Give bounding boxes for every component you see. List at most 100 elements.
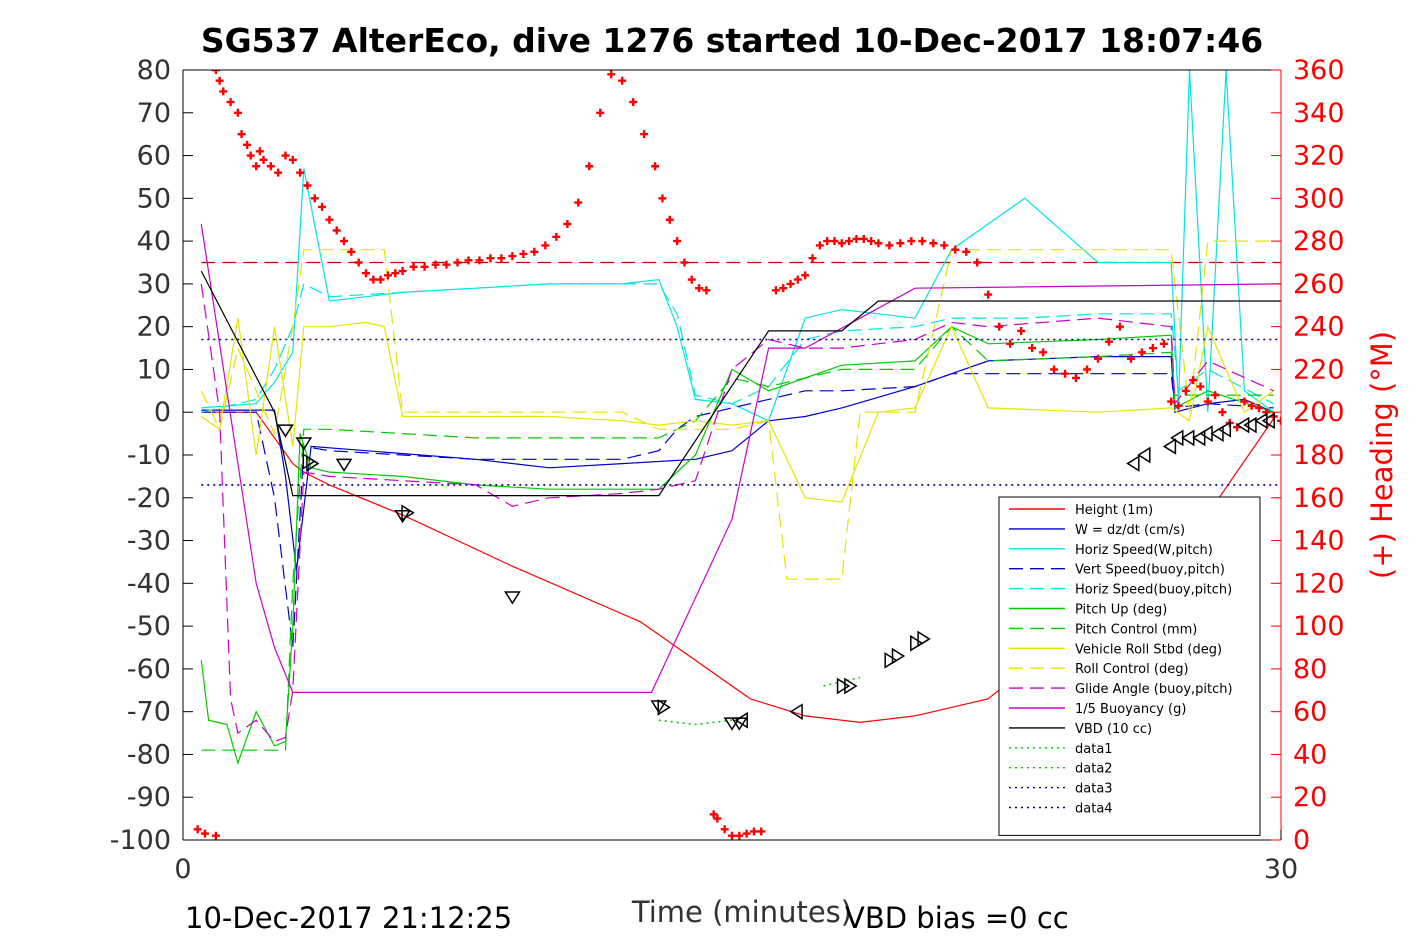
marker-triangle-right — [844, 677, 858, 695]
y-right-tick-label: 100 — [1293, 611, 1345, 642]
heading-point — [984, 290, 993, 299]
heading-point — [680, 258, 689, 267]
marker-triangle-down — [277, 424, 294, 438]
heading-point — [929, 239, 938, 248]
heading-point — [596, 108, 605, 117]
x-axis-label: Time (minutes) — [631, 895, 852, 929]
heading-point — [830, 237, 839, 246]
heading-point — [318, 202, 327, 211]
y-right-tick-label: 300 — [1293, 183, 1345, 214]
heading-point — [1218, 408, 1227, 417]
heading-point — [391, 269, 400, 278]
marker-triangle-right — [401, 504, 415, 522]
heading-point — [530, 247, 539, 256]
heading-point — [735, 831, 744, 840]
heading-point — [431, 260, 440, 269]
chart-title: SG537 AlterEco, dive 1276 started 10-Dec… — [201, 21, 1263, 60]
marker-triangle-left — [1199, 425, 1213, 442]
heading-point — [233, 108, 242, 117]
heading-point — [702, 286, 711, 295]
heading-point — [1072, 374, 1081, 382]
heading-point — [779, 284, 788, 293]
heading-point — [211, 70, 220, 74]
legend-entry-vbd: VBD (10 cc) — [1075, 722, 1152, 737]
marker-triangle-left — [1170, 429, 1184, 447]
y-right-tick-label: 340 — [1293, 98, 1345, 129]
legend-entry-pitch_up: Pitch Up (deg) — [1075, 603, 1167, 618]
heading-point — [852, 234, 861, 243]
series-line-horiz_speed_w — [201, 70, 1275, 422]
footer-vbd-bias: VBD bias =0 cc — [845, 901, 1069, 935]
heading-point — [1277, 416, 1281, 425]
heading-point — [885, 241, 894, 250]
legend-entry-data1: data1 — [1075, 742, 1113, 757]
heading-point — [193, 825, 202, 834]
marker-triangle-right — [657, 699, 671, 716]
heading-point — [585, 162, 594, 171]
heading-point — [464, 256, 473, 265]
marker-triangle-left — [1192, 429, 1206, 447]
y-tick-label: 10 — [137, 354, 171, 385]
legend-entry-height: Height (1m) — [1075, 503, 1153, 518]
series-line-glide_angle — [200, 283, 1274, 743]
heading-point — [1137, 348, 1146, 357]
heading-point — [552, 232, 561, 241]
legend-entry-roll: Vehicle Roll Stbd (deg) — [1075, 642, 1222, 657]
heading-point — [369, 275, 378, 284]
y-tick-label: -90 — [127, 782, 171, 813]
heading-point — [237, 130, 246, 139]
marker-triangle-left — [1162, 438, 1177, 455]
series-line-buoyancy — [200, 223, 1281, 694]
heading-point — [1159, 339, 1168, 348]
y-right-tick-label: 180 — [1293, 440, 1345, 471]
heading-point — [541, 241, 550, 250]
heading-point — [1247, 401, 1256, 410]
heading-point — [255, 147, 264, 156]
heading-point — [442, 260, 451, 269]
x-tick-label: 0 — [174, 854, 191, 885]
y-tick-label: 50 — [137, 183, 171, 214]
heading-point — [325, 215, 334, 224]
series-line-data1 — [658, 719, 733, 726]
series-group — [193, 70, 1281, 840]
legend-entry-w: W = dz/dt (cm/s) — [1075, 523, 1185, 538]
heading-point — [398, 267, 407, 276]
legend-entry-horiz_speed_buoy: Horiz Speed(buoy,pitch) — [1075, 583, 1232, 598]
y-right-tick-label: 0 — [1293, 825, 1310, 856]
heading-point — [281, 151, 290, 160]
y-tick-label: -80 — [127, 739, 171, 770]
heading-point — [252, 162, 261, 171]
heading-point — [728, 831, 736, 840]
legend-entry-pitch_control: Pitch Control (mm) — [1075, 622, 1197, 637]
y-right-tick-label: 40 — [1293, 739, 1327, 770]
heading-point — [1167, 397, 1176, 406]
heading-point — [1148, 344, 1157, 353]
heading-point — [1028, 344, 1037, 353]
heading-point — [786, 279, 795, 288]
marker-triangle-down — [295, 437, 313, 451]
heading-point — [658, 194, 667, 203]
heading-point — [1203, 397, 1212, 406]
heading-point — [508, 252, 517, 261]
heading-point — [845, 237, 854, 246]
heading-point — [673, 237, 682, 246]
heading-point — [1061, 369, 1070, 378]
marker-triangle-right — [306, 455, 320, 472]
x-tick-label: 30 — [1264, 854, 1298, 885]
heading-point — [793, 275, 802, 284]
heading-point — [837, 239, 846, 248]
y-right-tick-label: 320 — [1293, 141, 1345, 172]
y-right-tick-label: 60 — [1293, 697, 1327, 728]
heading-point — [266, 162, 275, 171]
legend-entry-data2: data2 — [1075, 762, 1113, 777]
marker-triangle-right — [891, 647, 906, 665]
legend-entry-roll_control: Roll Control (deg) — [1075, 662, 1189, 677]
heading-point — [274, 168, 283, 177]
heading-point — [1126, 354, 1135, 363]
marker-triangle-left — [1235, 416, 1250, 434]
legend-box — [998, 496, 1261, 836]
marker-triangle-down — [504, 591, 521, 605]
y-tick-label: 60 — [137, 141, 171, 172]
heading-point — [995, 322, 1004, 331]
heading-point — [1039, 348, 1048, 357]
